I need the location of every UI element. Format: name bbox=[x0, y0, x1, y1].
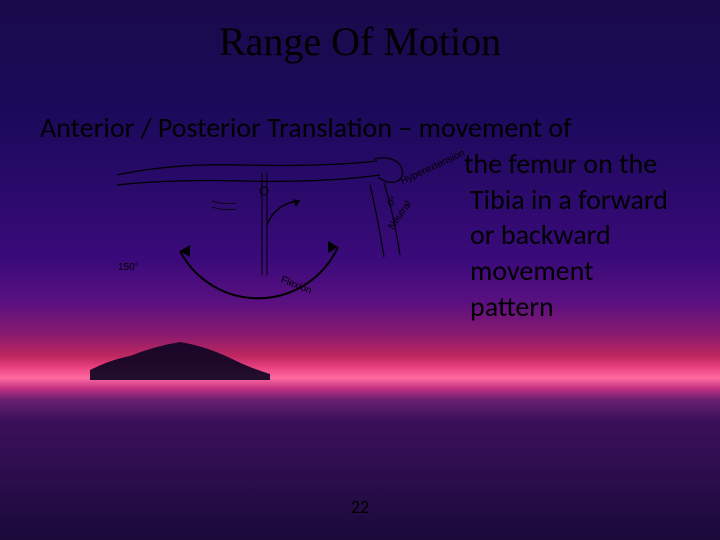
body-text: Anterior / Posterior Translation – movem… bbox=[40, 110, 680, 325]
body-wrapped: the femur on the Tibia in a forward or b… bbox=[40, 146, 680, 325]
body-first-line: Anterior / Posterior Translation – movem… bbox=[40, 110, 572, 145]
page-number: 22 bbox=[0, 496, 720, 518]
slide: Range Of Motion Anterior / Posterior Tra… bbox=[0, 0, 720, 540]
mountain-silhouette bbox=[90, 338, 270, 380]
slide-title: Range Of Motion bbox=[0, 18, 720, 65]
